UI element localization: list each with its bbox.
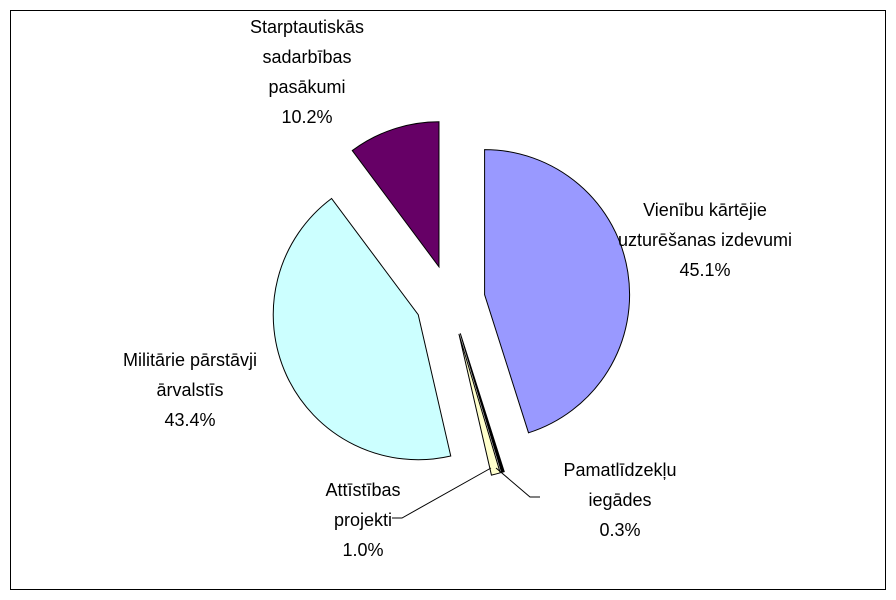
pie-slice	[458, 333, 501, 476]
slice-label: Starptautiskās sadarbības pasākumi 10.2%	[222, 12, 392, 132]
slice-label: Militārie pārstāvji ārvalstīs 43.4%	[90, 345, 290, 435]
slice-value: 45.1%	[679, 260, 731, 280]
slice-label: Attīstības projekti 1.0%	[298, 475, 428, 565]
slice-name: Vienību kārtējie uzturēšanas izdevumi	[617, 200, 793, 250]
chart-frame	[10, 10, 886, 590]
slice-label: Pamatlīdzekļu iegādes 0.3%	[535, 455, 705, 545]
pie-slice	[351, 121, 440, 269]
pie-slice	[484, 149, 631, 434]
slice-value: 1.0%	[342, 540, 384, 560]
slice-value: 0.3%	[599, 520, 641, 540]
slices	[272, 121, 631, 476]
slice-value: 43.4%	[164, 410, 216, 430]
leader-line	[392, 467, 492, 519]
slice-label: Vienību kārtējie uzturēšanas izdevumi 45.…	[610, 195, 800, 285]
pie-slice	[272, 197, 452, 461]
slice-name: Attīstības projekti	[325, 480, 401, 530]
slice-name: Pamatlīdzekļu iegādes	[563, 460, 677, 510]
leader-line	[495, 467, 540, 498]
slice-name: Starptautiskās sadarbības pasākumi	[249, 17, 365, 97]
slice-value: 10.2%	[281, 107, 333, 127]
slice-name: Militārie pārstāvji ārvalstīs	[122, 350, 258, 400]
